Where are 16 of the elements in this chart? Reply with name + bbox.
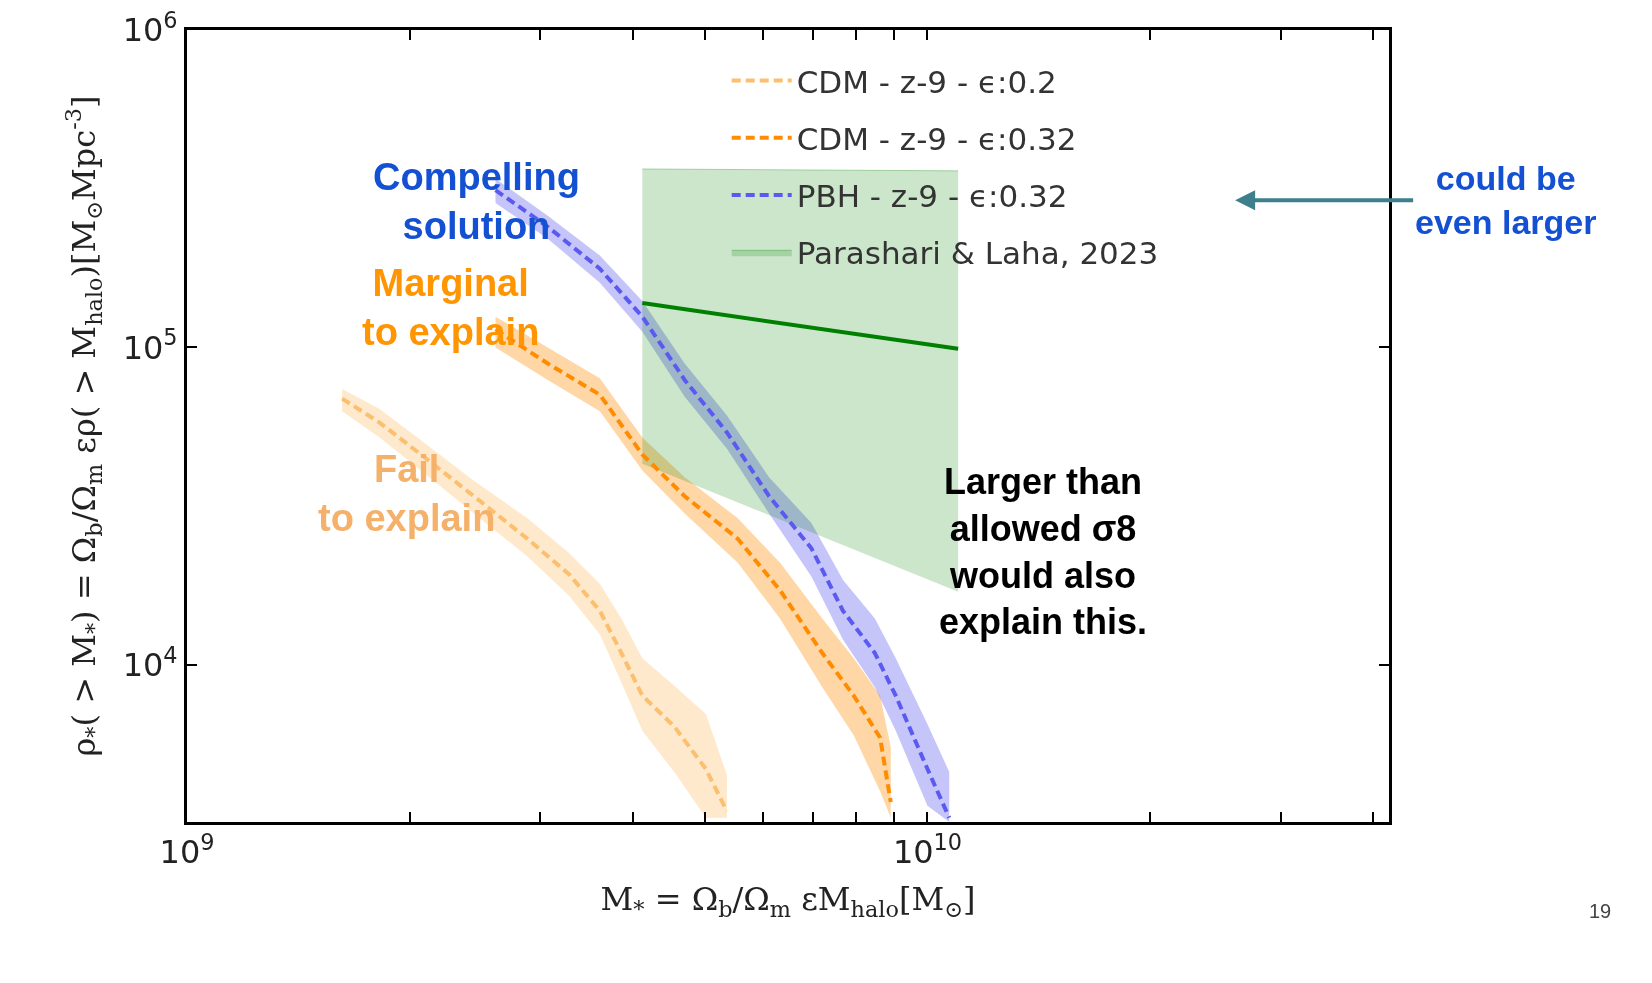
legend-label: PBH - z-9 - ϵ:0.32 <box>796 178 1068 215</box>
y-tick-label: 10$^{4}$ <box>122 641 178 685</box>
x-tick-label: 10$^{9}$ <box>159 828 215 872</box>
annotation: Compelling solution <box>373 156 580 248</box>
y-tick-label: 10$^{5}$ <box>122 324 178 367</box>
legend-label: Parashari & Laha, 2023 <box>796 235 1159 272</box>
annotation: Larger than allowed σ8 would also explain this. <box>939 461 1148 643</box>
annotation: Fail to explain <box>318 448 496 540</box>
legend-label: CDM - z-9 - ϵ:0.32 <box>796 120 1077 157</box>
text: could be even larger <box>1415 159 1597 242</box>
legend-label: CDM - z-9 - ϵ:0.2 <box>796 63 1057 100</box>
x-tick-label: 10$^{10}$ <box>892 828 963 872</box>
y-tick-label: 10$^{6}$ <box>122 6 178 50</box>
text: M$_{*}$ = Ω$_{b}$/Ω$_{m}$ εM$_{halo}$[M$_{⊙}$] <box>600 880 976 923</box>
annotation: Marginal to explain <box>362 262 540 354</box>
text: 19 <box>1589 900 1612 922</box>
